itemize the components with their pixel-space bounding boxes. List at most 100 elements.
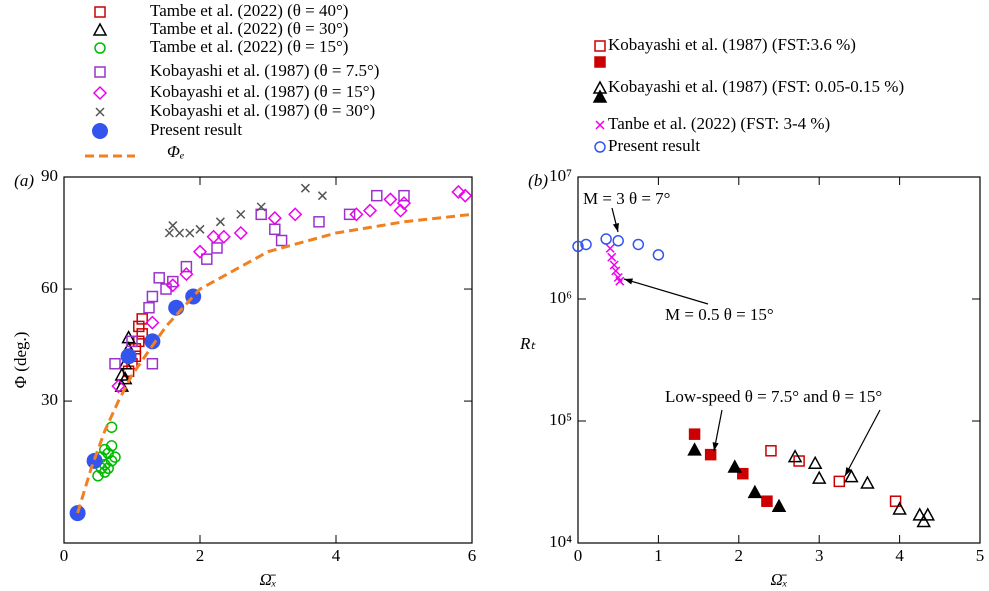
marker: [787, 449, 803, 463]
marker: [167, 275, 179, 288]
legend-label: Present result: [150, 120, 242, 139]
annotation: M = 0.5 θ = 15°: [665, 305, 774, 324]
marker: [206, 229, 221, 244]
marker: [594, 141, 606, 153]
marker: [153, 272, 165, 284]
marker: [600, 233, 612, 245]
marker: [255, 208, 267, 221]
marker: [145, 315, 160, 330]
marker: [605, 243, 615, 253]
marker: [594, 40, 606, 52]
marker: [180, 260, 193, 273]
x-tick-label: 5: [976, 546, 985, 565]
marker: [688, 428, 701, 440]
annotation-arrow: [844, 409, 881, 477]
marker: [687, 442, 702, 456]
marker: [652, 249, 665, 261]
marker: [860, 475, 875, 489]
marker: [362, 203, 378, 218]
marker: [201, 253, 213, 265]
y-tick-label: 10⁴: [549, 532, 572, 551]
x-tick-label: 2: [735, 546, 744, 565]
marker: [275, 234, 288, 247]
marker: [126, 335, 138, 348]
marker: [165, 278, 180, 293]
marker: [889, 495, 902, 507]
marker: [811, 470, 827, 484]
marker: [133, 320, 145, 333]
arrow-head: [845, 467, 852, 476]
marker: [595, 120, 605, 130]
marker: [99, 466, 111, 478]
marker: [288, 207, 303, 222]
y-tick-label: 10⁵: [549, 410, 572, 429]
panel-label: (a): [14, 171, 34, 190]
marker: [269, 223, 281, 236]
marker: [592, 89, 608, 103]
marker: [632, 238, 645, 251]
marker: [704, 448, 717, 461]
legend-label: Φₑ: [167, 142, 184, 161]
legend-label: Tambe et al. (2022) (θ = 15°): [150, 37, 348, 56]
legend-label: Tanbe et al. (2022) (FST: 3-4 %): [608, 114, 830, 133]
marker: [109, 451, 121, 463]
legend-label: Kobayashi et al. (1987) (θ = 30°): [150, 101, 375, 120]
marker: [136, 328, 148, 340]
y-tick-label: 60: [41, 278, 58, 297]
marker: [94, 6, 106, 18]
y-tick-label: 10⁶: [549, 288, 572, 307]
y-tick-label: 10⁷: [549, 166, 572, 185]
marker: [349, 207, 364, 222]
marker: [121, 330, 136, 344]
arrow-head: [624, 278, 633, 285]
marker: [615, 276, 625, 286]
marker: [86, 452, 103, 469]
legend-label: Kobayashi et al. (1987) (θ = 7.5°): [150, 61, 379, 80]
y-tick-label: 30: [41, 390, 58, 409]
plot-frame: [63, 176, 473, 544]
marker: [95, 107, 105, 117]
marker: [109, 357, 121, 370]
marker: [916, 513, 931, 528]
y-axis-label: Rₜ: [519, 334, 536, 353]
panel-label: (b): [528, 171, 548, 190]
marker: [133, 335, 145, 348]
marker: [737, 467, 749, 480]
x-tick-label: 2: [196, 546, 205, 565]
marker: [396, 196, 412, 211]
marker: [594, 56, 606, 68]
annotation: Low-speed θ = 7.5° and θ = 15°: [665, 387, 882, 406]
marker: [92, 470, 104, 482]
legend-label: Tambe et al. (2022) (θ = 30°): [150, 19, 348, 38]
marker: [192, 244, 208, 259]
x-tick-label: 6: [468, 546, 477, 565]
marker: [383, 192, 398, 207]
marker: [164, 228, 174, 238]
x-tick-label: 0: [60, 546, 69, 565]
y-axis-label: Φ (deg.): [11, 332, 30, 389]
marker: [807, 455, 823, 470]
marker: [111, 379, 126, 394]
x-tick-label: 1: [654, 546, 663, 565]
legend-label: Kobayashi et al. (1987) (θ = 15°): [150, 82, 375, 101]
marker: [727, 459, 743, 473]
marker: [99, 443, 111, 456]
marker: [313, 216, 325, 228]
marker: [611, 266, 621, 276]
y-tick-label: 90: [41, 166, 58, 185]
x-tick-label: 0: [574, 546, 583, 565]
legend-label: Kobayashi et al. (1987) (FST:3.6 %): [608, 35, 856, 54]
marker: [168, 221, 178, 231]
x-axis-label: Ω̄ₓ: [259, 570, 276, 589]
marker: [175, 228, 185, 238]
x-tick-label: 4: [332, 546, 341, 565]
legend-label: Kobayashi et al. (1987) (FST: 0.05-0.15 …: [608, 77, 904, 96]
plot-frame: [577, 176, 981, 544]
legend-label: Present result: [608, 136, 700, 155]
marker: [105, 455, 118, 467]
marker: [607, 252, 617, 262]
marker: [120, 348, 137, 365]
marker: [920, 507, 936, 521]
arrow-head: [712, 442, 719, 451]
